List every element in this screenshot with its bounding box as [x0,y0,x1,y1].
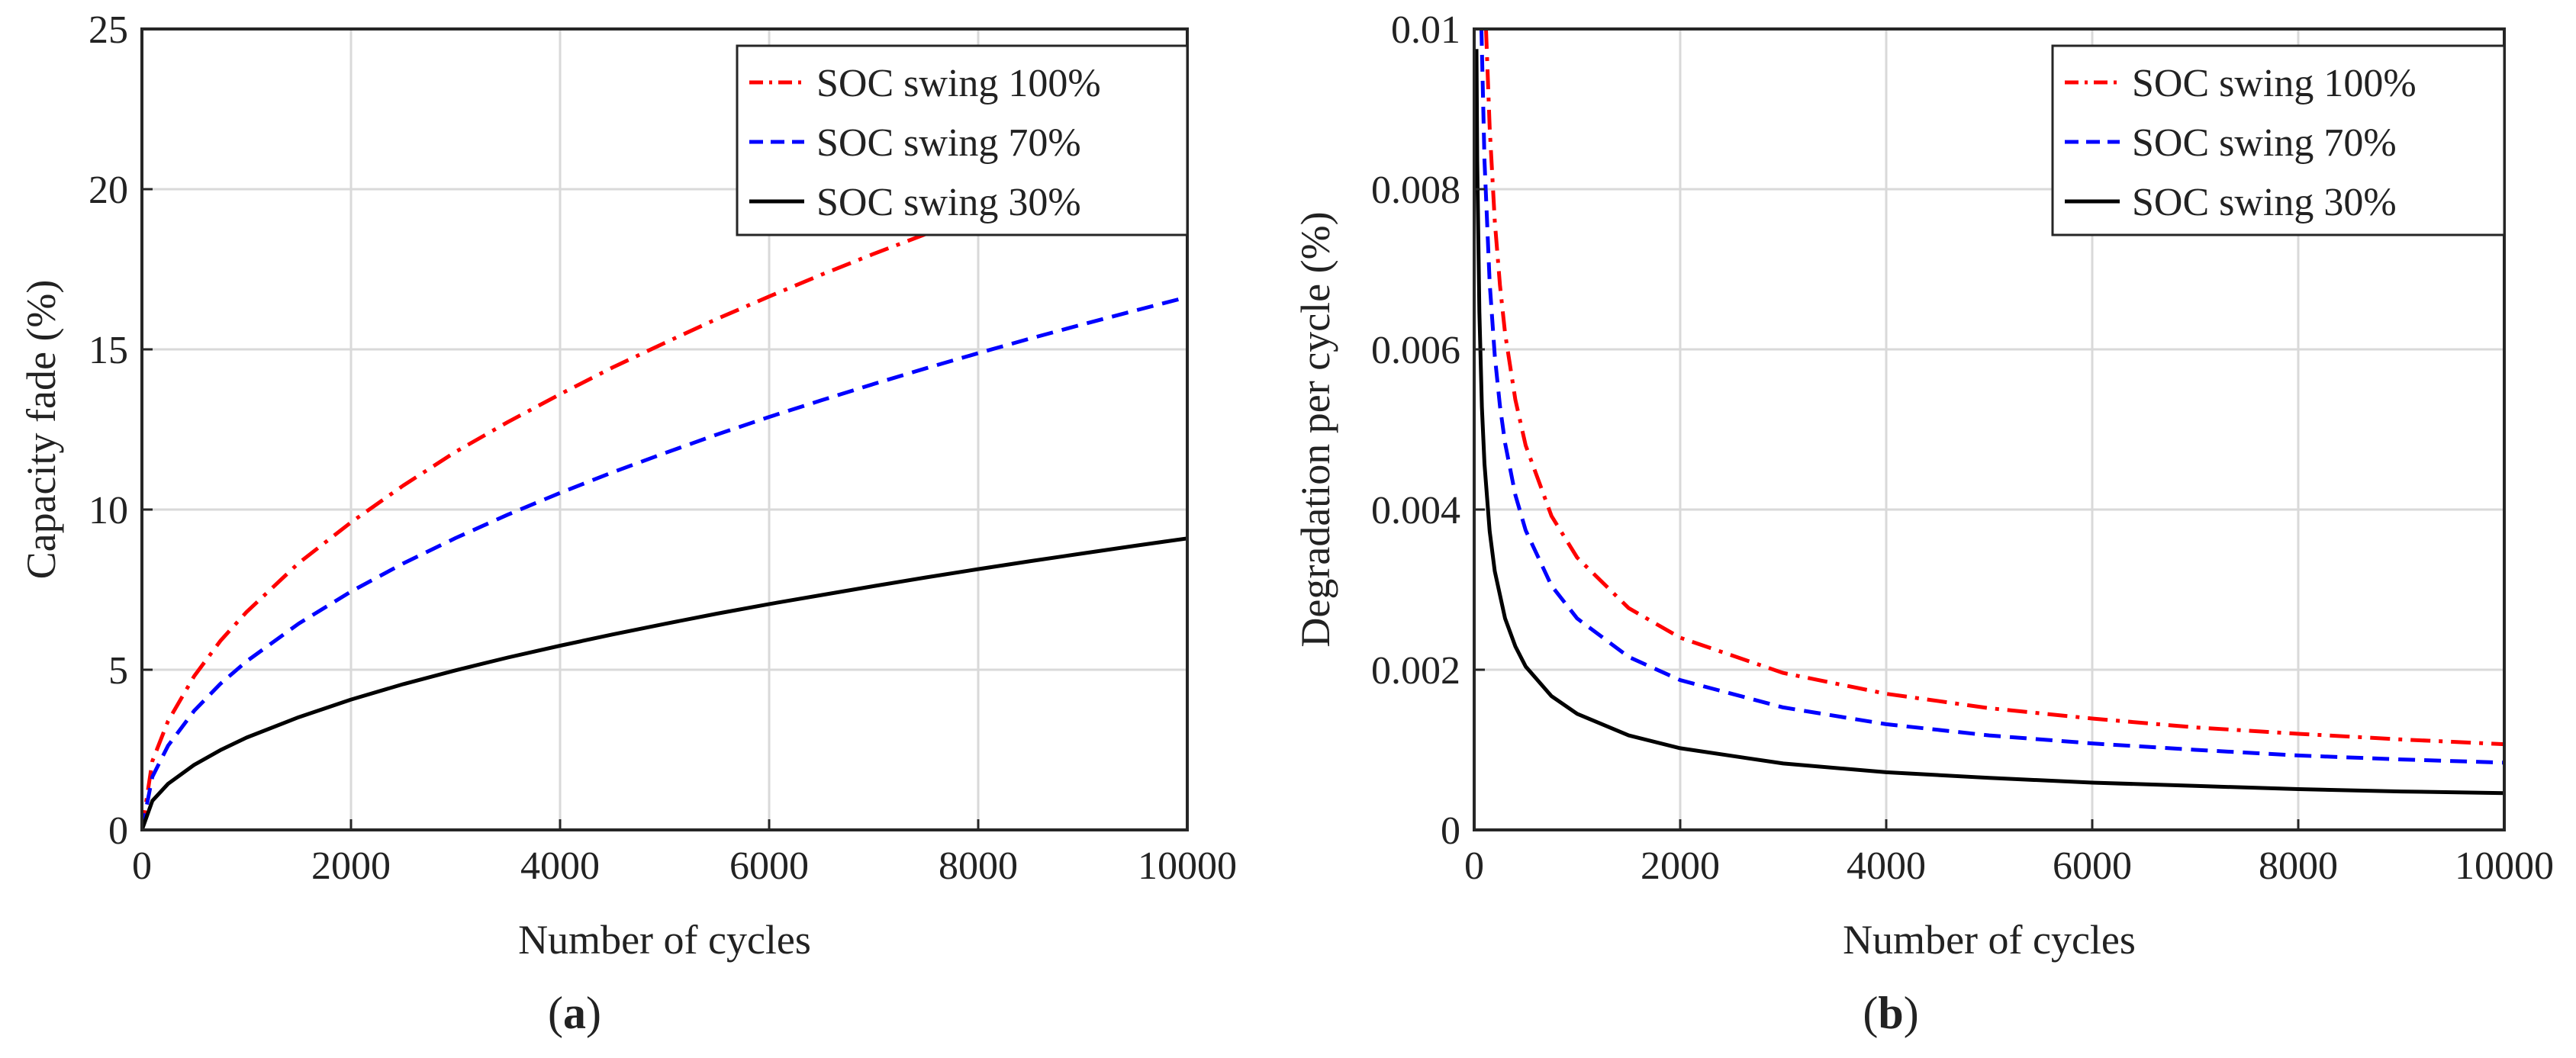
panel-a-capacity-fade: 0 2000 4000 6000 8000 10000 0 5 10 15 20 25 Number … [18,8,1237,1038]
panel-b-y-tick-label: 0.008 [1371,169,1460,212]
panel-b-x-axis-label: Number of cycles [1843,917,2136,963]
panel-a-series-line-2 [142,295,1187,830]
panel-a-x-tick-label: 6000 [729,844,809,888]
panel-b-legend-label-3: SOC swing 30% [2132,181,2397,224]
panel-a-y-tick-label: 0 [108,809,128,853]
panel-a-axes-box [140,27,1189,831]
panel-b-x-tick-label: 6000 [2053,844,2132,888]
panel-a-caption: (a) [548,988,601,1038]
panel-a-legend-label-1: SOC swing 100% [816,62,1101,105]
panel-a-legend-label-3: SOC swing 30% [816,181,1081,224]
panel-b-y-tick-label: 0.006 [1371,329,1460,372]
panel-a-caption-close: ) [586,988,601,1038]
panel-b-x-tick-label: 2000 [1641,844,1720,888]
panel-b-series-line-3 [1474,49,2504,796]
panel-a-x-tick-label: 0 [132,844,152,888]
panel-b-caption-open: ( [1863,988,1878,1038]
panel-a-ticks: 0 2000 4000 6000 8000 10000 0 5 10 15 20 25 [89,8,1237,888]
panel-b-degradation-per-cycle: 0 2000 4000 6000 8000 10000 0 0.002 0.004 0.006 0.… [1293,8,2554,1038]
panel-b-series-line-2 [1480,29,2504,765]
panel-b-x-tick-label: 0 [1464,844,1484,888]
panel-a-x-tick-label: 4000 [520,844,600,888]
panel-b-y-axis-label: Degradation per cycle (%) [1293,211,1338,647]
panel-b-caption-close: ) [1904,988,1919,1038]
panel-b-caption-letter: b [1878,988,1903,1038]
panel-b-legend: SOC swing 100% SOC swing 70% SOC swing 30% [2051,44,2506,236]
panel-b-y-tick-label: 0 [1441,809,1460,853]
panel-b-x-tick-label: 10000 [2455,844,2554,888]
panel-b-x-tick-label: 8000 [2259,844,2338,888]
panel-a-legend-box [736,44,1189,236]
panel-b-ticks: 0 2000 4000 6000 8000 10000 0 0.002 0.004 0.006 0.… [1371,8,2554,888]
panel-a-series-lines [142,139,1187,830]
panel-a-x-tick-label: 10000 [1138,844,1237,888]
panel-a-y-tick-label: 25 [89,8,128,52]
panel-a-legend-label-2: SOC swing 70% [816,121,1081,165]
panel-b-y-tick-label: 0.01 [1391,8,1460,52]
panel-b-caption: (b) [1863,988,1918,1038]
panel-a-y-axis-label: Capacity fade (%) [18,280,64,580]
panel-a-y-tick-label: 10 [89,489,128,532]
panel-a-y-tick-label: 15 [89,329,128,372]
panel-a-x-axis-label: Number of cycles [518,917,811,963]
panel-b-axes-box [1473,27,2506,831]
panel-a-caption-letter: a [563,988,586,1038]
panel-b-series-line-1 [1484,29,2504,747]
panel-b-legend-label-1: SOC swing 100% [2132,62,2417,105]
panel-a-y-tick-label: 20 [89,169,128,212]
panel-b-series-lines [1474,29,2504,796]
panel-a-caption-open: ( [548,988,563,1038]
panel-a-y-tick-label: 5 [108,649,128,693]
panel-a-series-line-3 [142,536,1187,830]
panel-b-y-tick-label: 0.002 [1371,649,1460,693]
panel-b-x-tick-label: 4000 [1847,844,1926,888]
panel-b-y-tick-label: 0.004 [1371,489,1460,532]
panel-a-x-tick-label: 2000 [311,844,391,888]
panel-b-legend-box [2051,44,2506,236]
panel-a-x-tick-label: 8000 [939,844,1018,888]
panel-a-legend: SOC swing 100% SOC swing 70% SOC swing 30% [736,44,1189,236]
panel-a-series-line-1 [142,139,1187,830]
panel-b-legend-label-2: SOC swing 70% [2132,121,2397,165]
